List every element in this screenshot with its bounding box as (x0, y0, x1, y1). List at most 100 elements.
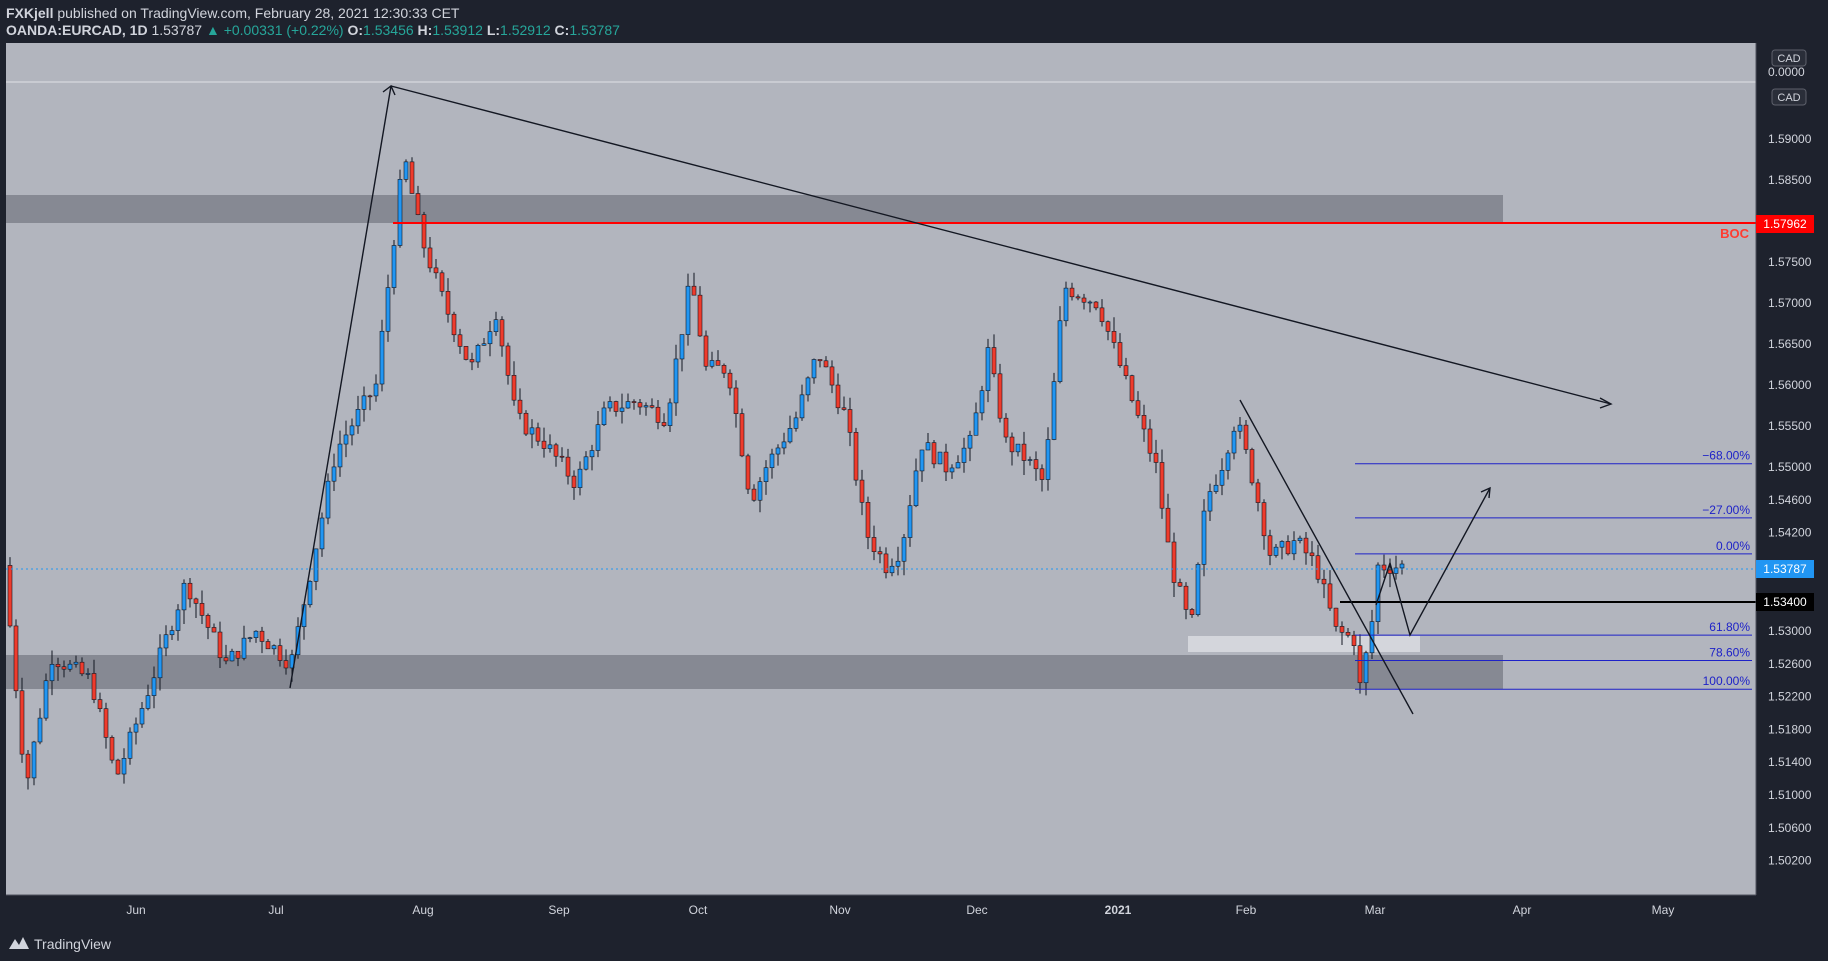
candle (229, 648, 235, 662)
candle (1273, 543, 1279, 558)
candle (331, 453, 337, 491)
candle (67, 660, 73, 672)
high-value: 1.53912 (432, 22, 483, 38)
tradingview-brand[interactable]: TradingView (34, 936, 112, 952)
candle (1183, 582, 1189, 620)
candle (391, 240, 397, 295)
candle (685, 273, 691, 346)
candle (1021, 431, 1027, 476)
currency-badge-2[interactable] (1771, 88, 1807, 106)
candle (535, 422, 541, 446)
candle (925, 432, 931, 451)
candle (55, 657, 61, 681)
candle (13, 619, 19, 699)
candle (1087, 300, 1093, 313)
candle (691, 272, 697, 296)
candle (163, 625, 169, 657)
candle (127, 727, 133, 765)
fib-level-label: −68.00% (1702, 449, 1750, 463)
candle (7, 557, 13, 628)
candle (283, 649, 289, 675)
candle (469, 352, 475, 371)
x-tick-label: Nov (829, 903, 850, 917)
candle (265, 639, 271, 650)
candle (715, 350, 721, 366)
candle (697, 286, 703, 337)
low-value: 1.52912 (500, 22, 551, 38)
candle (643, 402, 649, 416)
candle (1189, 608, 1195, 618)
candle (409, 157, 415, 194)
candle (709, 351, 715, 369)
author-name[interactable]: FXKjell (6, 5, 54, 21)
candle (115, 758, 121, 775)
y-axis-panel (1756, 43, 1828, 895)
y-tick-label: 1.51400 (1768, 755, 1812, 769)
currency-badge-1[interactable] (1771, 49, 1807, 67)
rally-arrow (289, 85, 392, 689)
candle (241, 625, 247, 661)
candle (481, 337, 487, 346)
candle (943, 443, 949, 481)
candle (637, 399, 643, 415)
candle (463, 345, 469, 361)
y-tick-label: 1.52600 (1768, 657, 1812, 671)
candle (151, 666, 157, 709)
x-tick-label: 2021 (1105, 903, 1132, 917)
fib-level-label: 100.00% (1703, 674, 1751, 688)
candle (1237, 416, 1243, 439)
candle (235, 650, 241, 667)
candle (895, 546, 901, 576)
candle (667, 398, 673, 433)
price-change: ▲ +0.00331 (+0.22%) (205, 22, 344, 38)
x-tick-label: Jul (268, 903, 283, 917)
candle (1291, 531, 1297, 561)
candle (379, 319, 385, 392)
close-value: 1.53787 (569, 22, 620, 38)
candle (193, 597, 199, 618)
candle (1039, 464, 1045, 492)
candle (1003, 413, 1009, 443)
candle (79, 657, 85, 677)
price-chart[interactable]: −68.00% −27.00% 0.00% 61.80% 78.60% 100.00% 1… (0, 0, 1828, 926)
candle (619, 393, 625, 424)
horizontal-level-badge (1756, 593, 1814, 611)
x-tick-label: Mar (1365, 903, 1386, 917)
candle (805, 376, 811, 402)
candle (727, 369, 733, 396)
candle (673, 344, 679, 416)
projection-arrow-head (1480, 486, 1491, 499)
candle (721, 363, 727, 379)
candle (109, 735, 115, 764)
fib-level-label: 61.80% (1709, 620, 1750, 634)
short-trendline (1239, 399, 1414, 715)
x-tick-label: Jun (126, 903, 145, 917)
candle (775, 444, 781, 466)
open-value: 1.53456 (363, 22, 414, 38)
boc-label: BOC (1720, 226, 1750, 241)
candle (967, 430, 973, 462)
x-axis-panel (6, 895, 1828, 926)
candle (1249, 447, 1255, 486)
candle (871, 525, 877, 561)
candle (913, 458, 919, 508)
candle (1141, 404, 1147, 442)
x-tick-label: Sep (548, 903, 570, 917)
candle (961, 437, 967, 473)
y-tick-label: 1.50600 (1768, 821, 1812, 835)
candle (541, 427, 547, 458)
candles (7, 157, 1405, 790)
candle (97, 692, 103, 713)
trendline-arrow-head (1599, 397, 1613, 409)
candle (829, 360, 835, 394)
support-zone (6, 655, 1503, 689)
candle (793, 411, 799, 432)
high-label: H: (417, 22, 433, 38)
candle (511, 361, 517, 406)
candle (547, 434, 553, 453)
candle (1159, 449, 1165, 519)
y-tick-label: 1.57500 (1768, 255, 1812, 269)
candle (787, 415, 793, 444)
candle (625, 393, 631, 409)
fib-level-label: 0.00% (1716, 539, 1750, 553)
